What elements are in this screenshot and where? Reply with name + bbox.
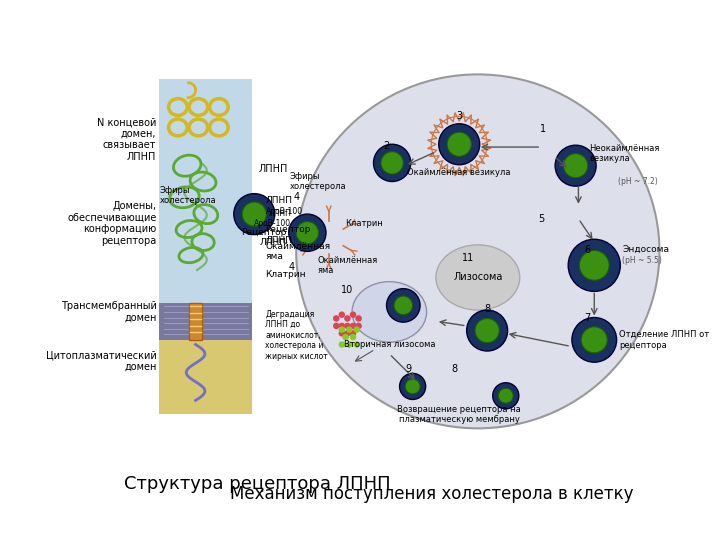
Text: 3: 3 — [456, 111, 462, 121]
Circle shape — [338, 326, 345, 333]
Ellipse shape — [296, 75, 660, 428]
Circle shape — [438, 124, 480, 165]
Circle shape — [346, 326, 353, 333]
Text: 8: 8 — [484, 304, 490, 314]
Ellipse shape — [352, 282, 426, 342]
Circle shape — [344, 322, 351, 329]
Circle shape — [242, 202, 266, 226]
Text: Эфиры
холестерола: Эфиры холестерола — [289, 172, 346, 191]
Text: 11: 11 — [462, 253, 474, 262]
Text: Клатрин: Клатрин — [346, 219, 383, 228]
Text: 6: 6 — [585, 245, 591, 255]
Text: Окаймлённая везикула: Окаймлённая везикула — [408, 168, 511, 177]
Circle shape — [354, 326, 360, 333]
Text: 7: 7 — [585, 313, 591, 323]
Circle shape — [394, 296, 413, 315]
Text: Вторичная лизосома: Вторичная лизосома — [343, 340, 435, 349]
Circle shape — [580, 251, 609, 280]
Circle shape — [338, 341, 345, 348]
Text: 10: 10 — [341, 285, 354, 295]
Bar — [159, 340, 253, 414]
Text: ЛПНП
ApoB-100: ЛПНП ApoB-100 — [254, 209, 292, 228]
Circle shape — [387, 288, 420, 322]
Circle shape — [354, 341, 360, 348]
Text: Цитоплазматический
домен: Цитоплазматический домен — [45, 350, 156, 372]
Circle shape — [467, 310, 508, 351]
Text: Рецептор
ЛПНП: Рецептор ЛПНП — [266, 225, 311, 245]
Text: 4: 4 — [293, 192, 300, 202]
Text: 5: 5 — [538, 213, 544, 224]
Circle shape — [333, 315, 340, 322]
Circle shape — [381, 152, 403, 174]
Circle shape — [356, 322, 362, 329]
Circle shape — [333, 322, 340, 329]
Text: (рН ~ 5.5): (рН ~ 5.5) — [622, 256, 662, 265]
Bar — [159, 79, 253, 302]
Text: 4: 4 — [289, 262, 294, 272]
Text: Окаймлённая
яма: Окаймлённая яма — [266, 242, 330, 261]
Circle shape — [447, 132, 472, 157]
Circle shape — [492, 383, 519, 409]
Circle shape — [475, 319, 499, 343]
Circle shape — [338, 330, 345, 336]
Circle shape — [400, 373, 426, 400]
Text: Клатрин: Клатрин — [266, 270, 306, 279]
Bar — [189, 302, 202, 340]
Text: Трансмембранный
домен: Трансмембранный домен — [60, 301, 156, 323]
Text: Домены,
обеспечивающие
конформацию
рецептора: Домены, обеспечивающие конформацию рецеп… — [67, 201, 156, 246]
Text: Деградация
ЛПНП до
аминокислот,
холестерола и
жирных кислот: Деградация ЛПНП до аминокислот, холестер… — [266, 310, 328, 361]
Text: ЛПНП: ЛПНП — [259, 164, 288, 174]
Circle shape — [350, 322, 356, 329]
Circle shape — [350, 330, 356, 336]
Text: ApoB-100: ApoB-100 — [266, 207, 302, 216]
Circle shape — [342, 334, 348, 340]
Circle shape — [564, 153, 588, 178]
Text: (рН ~ 7.2): (рН ~ 7.2) — [618, 177, 657, 186]
Text: Эндосома: Эндосома — [622, 245, 669, 254]
Circle shape — [498, 388, 513, 403]
Circle shape — [234, 194, 275, 234]
Circle shape — [346, 341, 353, 348]
Text: Структура рецептора ЛПНП: Структура рецептора ЛПНП — [124, 475, 390, 493]
Text: Окаймлённая
яма: Окаймлённая яма — [318, 256, 378, 275]
Circle shape — [581, 327, 607, 353]
Circle shape — [572, 318, 616, 362]
Text: Отделение ЛПНП от
рецептора: Отделение ЛПНП от рецептора — [619, 330, 710, 349]
Text: 2: 2 — [384, 141, 390, 151]
Text: Лизосома: Лизосома — [453, 273, 503, 282]
Circle shape — [356, 315, 362, 322]
Bar — [159, 302, 253, 340]
Circle shape — [344, 315, 351, 322]
Circle shape — [350, 312, 356, 318]
Text: Механизм поступления холестерола в клетку: Механизм поступления холестерола в клетк… — [230, 484, 633, 503]
Text: 9: 9 — [405, 364, 411, 374]
Text: N концевой
домен,
связывает
ЛПНП: N концевой домен, связывает ЛПНП — [97, 117, 156, 162]
Circle shape — [344, 330, 351, 336]
Text: Неокаймлённая
везикула: Неокаймлённая везикула — [590, 144, 660, 163]
Text: Эфиры
холестерола: Эфиры холестерола — [159, 186, 216, 205]
Circle shape — [296, 221, 318, 244]
Circle shape — [374, 144, 410, 181]
Circle shape — [555, 145, 596, 186]
Text: 1: 1 — [540, 124, 546, 134]
Circle shape — [338, 312, 345, 318]
Text: Возвращение рецептора на
плазматическую мембрану: Возвращение рецептора на плазматическую … — [397, 405, 521, 424]
Text: Рецептор
ЛПНП: Рецептор ЛПНП — [241, 228, 287, 247]
Circle shape — [338, 322, 345, 329]
Circle shape — [405, 379, 420, 394]
Text: 8: 8 — [451, 364, 458, 374]
Text: ЛПНП: ЛПНП — [266, 195, 292, 205]
Circle shape — [289, 214, 326, 252]
Circle shape — [350, 334, 356, 340]
Ellipse shape — [436, 245, 520, 310]
Circle shape — [568, 239, 621, 292]
